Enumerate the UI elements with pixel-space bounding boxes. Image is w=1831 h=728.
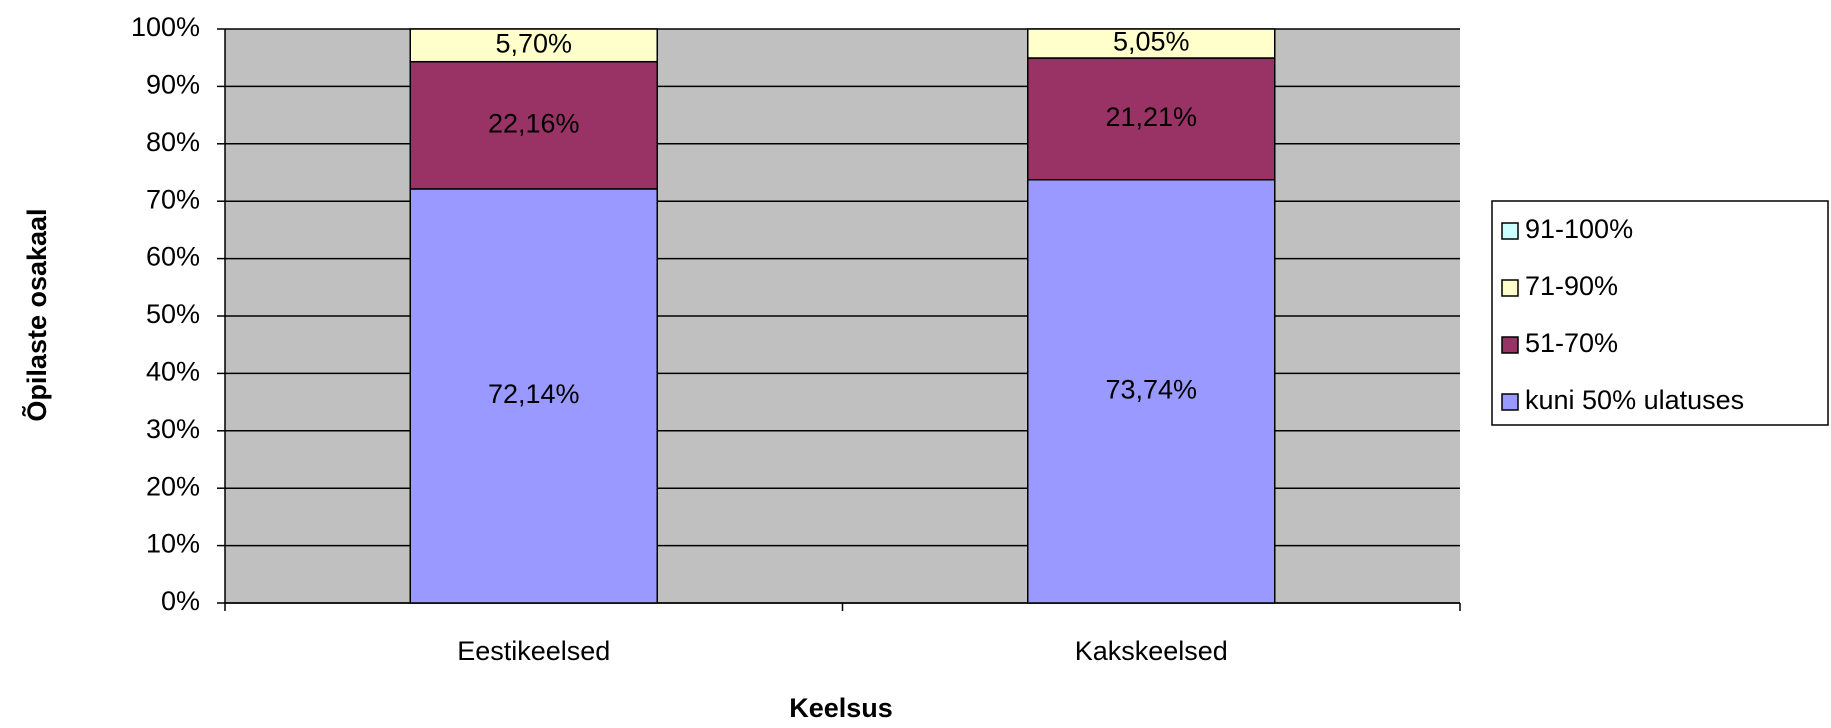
y-tick-label: 40% [146, 357, 200, 387]
y-tick-label: 80% [146, 127, 200, 157]
legend-label: kuni 50% ulatuses [1525, 385, 1744, 415]
bar-segment [409, 188, 658, 604]
y-tick-label: 60% [146, 242, 200, 272]
y-tick-label: 100% [131, 12, 200, 42]
x-tick-label: Eestikeelsed [457, 636, 610, 666]
legend-label: 51-70% [1525, 328, 1618, 358]
bar-segment [1027, 28, 1276, 59]
data-label: 72,14% [488, 379, 580, 409]
x-tick-label: Kakskeelsed [1075, 636, 1228, 666]
legend-swatch [1501, 279, 1519, 297]
y-tick-label: 30% [146, 414, 200, 444]
y-tick-label: 20% [146, 471, 200, 501]
y-axis-label: Õpilaste osakaal [21, 208, 52, 421]
legend [1491, 200, 1829, 426]
y-tick-label: 10% [146, 529, 200, 559]
data-label: 5,70% [495, 28, 572, 58]
data-label: 73,74% [1105, 374, 1197, 404]
y-tick-label: 70% [146, 184, 200, 214]
y-tick-label: 50% [146, 299, 200, 329]
y-tick-label: 90% [146, 70, 200, 100]
legend-swatch [1501, 222, 1519, 240]
data-label: 5,05% [1113, 27, 1190, 57]
x-axis-label: Keelsus [789, 693, 893, 723]
bar-segment [409, 60, 658, 190]
data-label: 22,16% [488, 108, 580, 138]
legend-label: 71-90% [1525, 271, 1618, 301]
data-label: 21,21% [1105, 102, 1197, 132]
legend-swatch [1501, 393, 1519, 411]
legend-swatch [1501, 336, 1519, 354]
legend-label: 91-100% [1525, 214, 1633, 244]
bar-segment [1027, 57, 1276, 181]
y-tick-label: 0% [161, 586, 200, 616]
bar-segment [409, 28, 658, 63]
